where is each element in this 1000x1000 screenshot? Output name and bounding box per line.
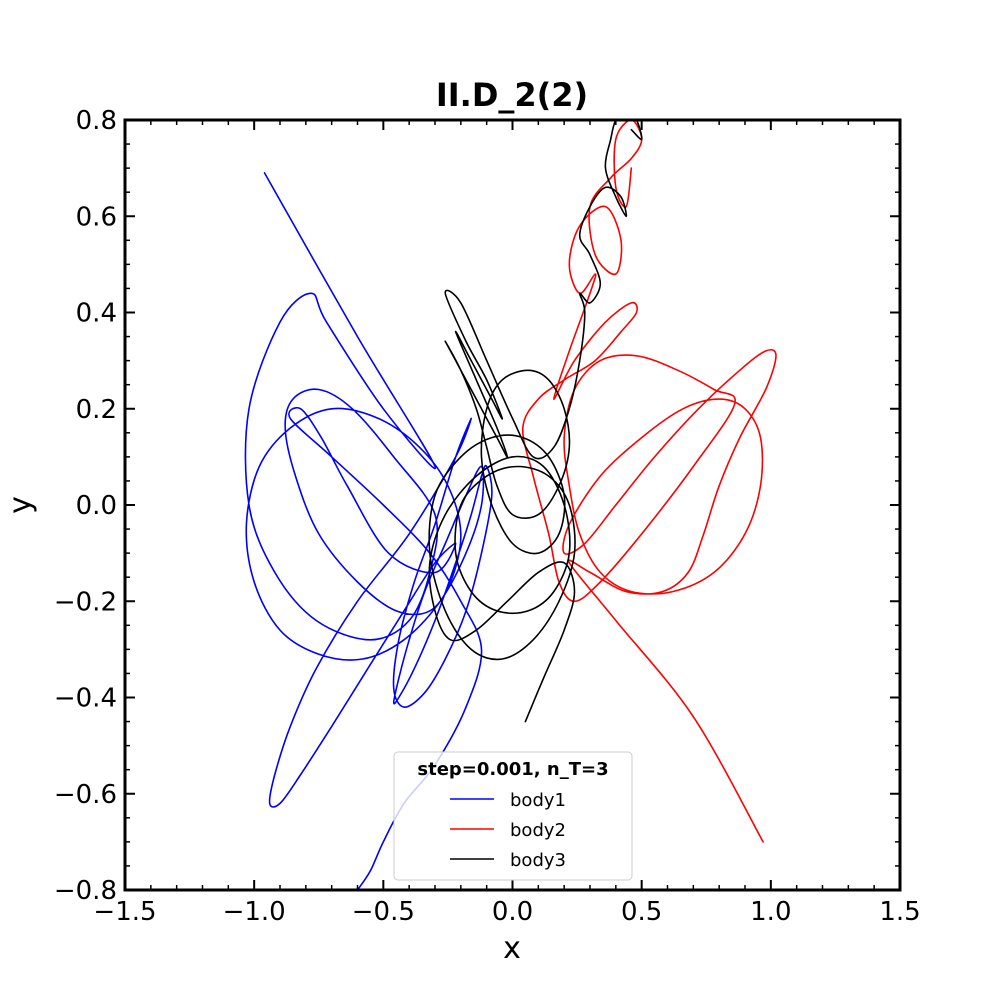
- x-tick-label: 0.5: [621, 897, 662, 927]
- legend-label-body1: body1: [510, 790, 566, 811]
- plot-frame: [123, 118, 902, 892]
- y-tick-label: 0.6: [76, 202, 117, 232]
- x-tick-label: −1.0: [223, 897, 286, 927]
- x-tick-label: 1.0: [750, 897, 791, 927]
- x-axis-label: x: [503, 931, 521, 966]
- legend: step=0.001, n_T=3 body1 body2 body3: [393, 751, 633, 881]
- legend-box: [393, 751, 633, 881]
- legend-label-body3: body3: [510, 850, 566, 871]
- legend-label-body2: body2: [510, 820, 566, 841]
- series-layer: [244, 120, 777, 890]
- y-tick-label: −0.6: [54, 780, 117, 810]
- y-tick-label: 0.4: [76, 299, 117, 329]
- chart-title: II.D_2(2): [436, 76, 588, 114]
- x-tick-label: −1.5: [93, 897, 156, 927]
- y-tick-label: 0.8: [76, 106, 117, 136]
- series-line-body2: [521, 120, 777, 843]
- legend-title: step=0.001, n_T=3: [417, 759, 608, 780]
- y-tick-label: 0.0: [76, 491, 117, 521]
- y-tick-label: −0.4: [54, 684, 117, 714]
- y-tick-label: 0.2: [76, 395, 117, 425]
- x-tick-label: −0.5: [352, 897, 415, 927]
- legend-entries: body1 body2 body3: [450, 790, 566, 871]
- series-line-body1: [244, 172, 493, 890]
- x-tick-label: 1.5: [879, 897, 920, 927]
- y-axis-label: y: [3, 496, 38, 514]
- series-line-body3: [428, 120, 643, 723]
- y-tick-label: −0.8: [54, 876, 117, 906]
- ticks-layer: −1.5 −1.0 −0.5 0.0 0.5 1.0 1.5 −0.8 −0.6 −0.4 −0.2…: [54, 106, 921, 927]
- x-tick-label: 0.0: [492, 897, 533, 927]
- y-tick-label: −0.2: [54, 587, 117, 617]
